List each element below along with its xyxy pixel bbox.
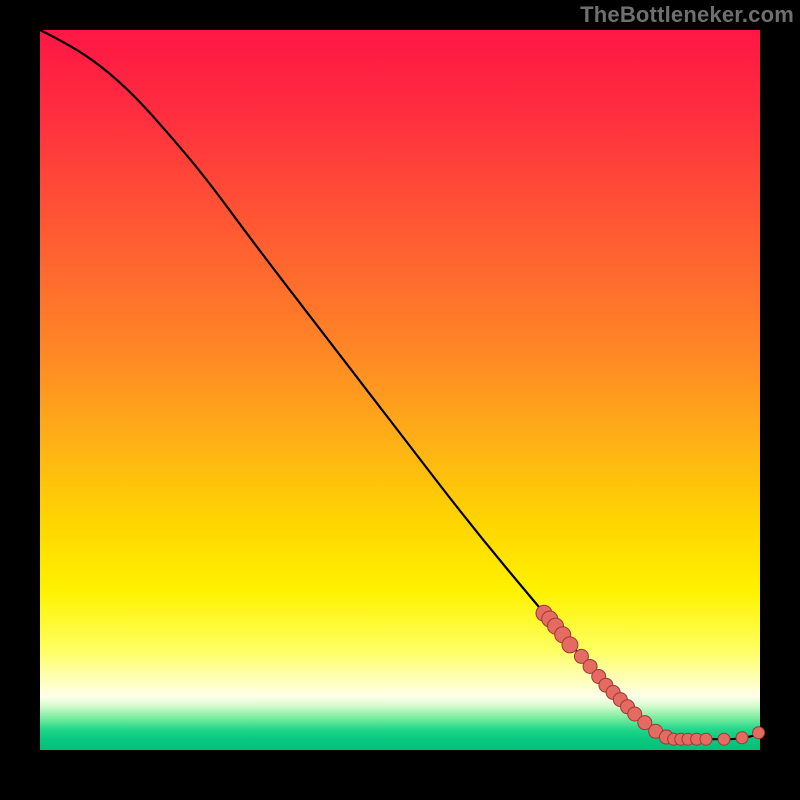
gradient-plot-background: [40, 30, 760, 750]
chart-stage: TheBottleneker.com: [0, 0, 800, 800]
data-marker: [736, 732, 748, 744]
data-marker: [700, 733, 712, 745]
attribution-label: TheBottleneker.com: [580, 2, 794, 28]
data-marker: [753, 727, 765, 739]
data-marker: [562, 637, 578, 653]
data-marker: [718, 733, 730, 745]
bottleneck-chart-svg: [0, 0, 800, 800]
